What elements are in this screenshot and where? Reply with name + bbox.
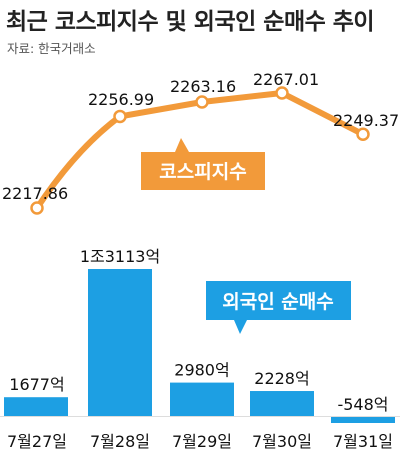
foreign-legend-label: 외국인 순매수 bbox=[222, 291, 334, 313]
foreign-value-label: 1조3113억 bbox=[80, 247, 160, 266]
foreign-value-label: -548억 bbox=[337, 395, 388, 414]
chart-title: 최근 코스피지수 및 외국인 순매수 추이 bbox=[6, 9, 375, 35]
kospi-legend: 코스피지수 bbox=[141, 138, 265, 190]
foreign-bar bbox=[88, 269, 152, 416]
foreign-value-label: 1677억 bbox=[9, 375, 64, 394]
foreign-value-label: 2228억 bbox=[254, 369, 309, 388]
x-tick-label: 7월27일 bbox=[7, 432, 67, 451]
x-tick-label: 7월30일 bbox=[252, 432, 312, 451]
kospi-point bbox=[275, 86, 289, 100]
x-tick-label: 7월31일 bbox=[333, 432, 393, 451]
foreign-legend: 외국인 순매수 bbox=[206, 281, 351, 334]
kospi-legend-box bbox=[141, 138, 265, 190]
kospi-legend-label: 코스피지수 bbox=[159, 161, 246, 183]
x-axis: 7월27일 7월28일 7월29일 7월30일 7월31일 bbox=[0, 416, 400, 451]
kospi-line-chart: 2217.86 2256.99 2263.16 2267.01 2249.37 bbox=[2, 70, 399, 215]
foreign-legend-box bbox=[206, 281, 351, 334]
x-tick-label: 7월28일 bbox=[90, 432, 150, 451]
foreign-bar-chart: 1677억 1조3113억 2980억 2228억 -548억 bbox=[4, 247, 395, 423]
foreign-bar bbox=[4, 397, 68, 416]
kospi-value-label: 2267.01 bbox=[253, 70, 319, 89]
kospi-value-label: 2217.86 bbox=[2, 184, 68, 203]
kospi-value-label: 2256.99 bbox=[88, 90, 154, 109]
foreign-value-label: 2980억 bbox=[174, 361, 229, 380]
kospi-value-label: 2249.37 bbox=[333, 111, 399, 130]
x-tick-label: 7월29일 bbox=[172, 432, 232, 451]
kospi-value-label: 2263.16 bbox=[170, 77, 236, 96]
foreign-bar bbox=[170, 382, 234, 416]
kospi-point bbox=[113, 109, 127, 124]
kospi-series-line bbox=[34, 90, 366, 211]
kospi-point bbox=[356, 127, 370, 142]
kospi-point bbox=[30, 201, 44, 215]
source-note: 자료: 한국거래소 bbox=[7, 41, 96, 56]
kospi-point bbox=[195, 95, 209, 109]
foreign-bar bbox=[250, 391, 314, 416]
foreign-bar bbox=[331, 416, 395, 423]
